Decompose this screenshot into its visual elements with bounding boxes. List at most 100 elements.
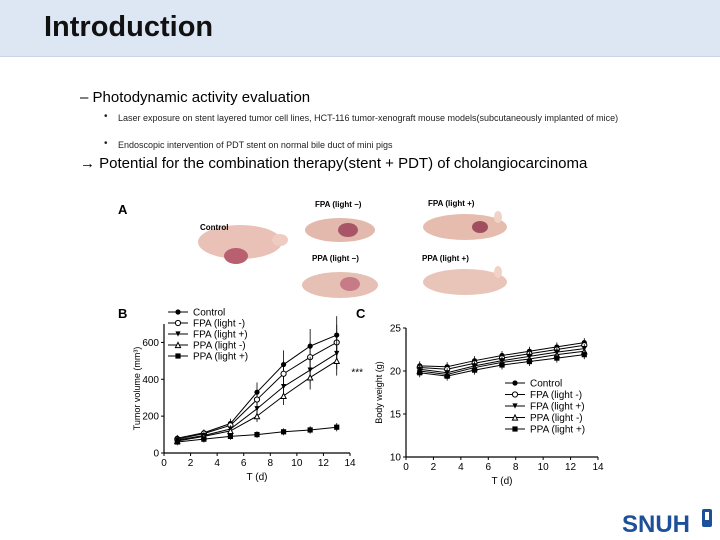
legend-marker bbox=[174, 319, 182, 327]
y-tick-label: 10 bbox=[390, 453, 402, 464]
x-tick-label: 6 bbox=[241, 458, 247, 469]
label-control: Control bbox=[200, 223, 228, 232]
x-tick-label: 10 bbox=[291, 458, 303, 469]
data-point bbox=[554, 355, 560, 361]
legend-marker bbox=[174, 341, 182, 349]
panel-b-letter: B bbox=[118, 306, 127, 321]
y-axis-label: Tumor volume (mm³) bbox=[132, 347, 142, 431]
significance-annotation: *** bbox=[351, 368, 363, 379]
data-point bbox=[334, 424, 340, 430]
data-point bbox=[254, 431, 260, 438]
legend-marker bbox=[175, 353, 181, 359]
tumor-volume-chart: 0 2 4 6 8 10 12 14 0 200 400 600 T (d) Tumor volume (… bbox=[132, 308, 363, 484]
label-fpa-light-minus: FPA (light −) bbox=[315, 200, 362, 209]
y-tick-label: 25 bbox=[390, 324, 402, 335]
x-tick-label: 0 bbox=[403, 462, 409, 473]
x-axis-label: T (d) bbox=[247, 472, 268, 483]
x-tick-label: 4 bbox=[458, 462, 464, 473]
legend-marker bbox=[175, 309, 181, 315]
data-point bbox=[174, 439, 180, 445]
data-point bbox=[253, 412, 261, 420]
slide-title: Introduction bbox=[44, 11, 214, 43]
label-fpa-light-plus: FPA (light +) bbox=[428, 199, 475, 208]
mouse-fpa-light-plus-image bbox=[423, 211, 507, 240]
data-point bbox=[417, 370, 423, 376]
snuh-logo-text: SNUH bbox=[622, 511, 690, 537]
data-point bbox=[333, 357, 341, 364]
legend-label: FPA (light -) bbox=[193, 319, 245, 330]
y-tick-label: 0 bbox=[153, 449, 159, 460]
x-tick-label: 0 bbox=[161, 458, 167, 469]
subbullet-endoscopic: • Endoscopic intervention of PDT stent o… bbox=[104, 138, 678, 151]
x-tick-label: 4 bbox=[214, 458, 220, 469]
legend-label: Control bbox=[193, 308, 225, 319]
legend-label: FPA (light -) bbox=[530, 390, 582, 401]
legend-label: PPA (light +) bbox=[530, 425, 585, 436]
y-tick-label: 600 bbox=[142, 338, 159, 349]
data-point bbox=[254, 406, 260, 412]
legend-label: PPA (light -) bbox=[530, 413, 583, 424]
legend-marker bbox=[175, 331, 181, 337]
data-point bbox=[227, 433, 234, 440]
data-point bbox=[306, 373, 314, 381]
x-tick-label: 12 bbox=[318, 458, 330, 469]
legend-label: FPA (light +) bbox=[530, 402, 585, 413]
data-point bbox=[280, 392, 287, 399]
bullet-dot-icon: • bbox=[104, 111, 108, 122]
data-point bbox=[499, 362, 505, 368]
snuh-logo: SNUH bbox=[622, 509, 712, 537]
x-tick-label: 10 bbox=[538, 462, 550, 473]
data-point bbox=[280, 384, 287, 390]
data-point bbox=[280, 429, 287, 435]
figure: A Control FPA (light −) FPA (light +) PP… bbox=[118, 199, 604, 488]
y-tick-label: 15 bbox=[390, 410, 402, 421]
x-tick-label: 8 bbox=[513, 462, 519, 473]
legend-label: FPA (light +) bbox=[193, 330, 248, 341]
legend-marker bbox=[511, 391, 519, 398]
subbullet-laser-text: Laser exposure on stent layered tumor ce… bbox=[118, 113, 619, 123]
mouse-control-image bbox=[198, 225, 288, 264]
data-point bbox=[526, 358, 533, 365]
x-tick-label: 12 bbox=[565, 462, 577, 473]
mouse-ppa-light-plus-image bbox=[423, 266, 507, 295]
legend-marker bbox=[512, 426, 518, 432]
mouse-fpa-light-minus-image bbox=[305, 218, 375, 242]
data-point bbox=[280, 370, 287, 377]
y-tick-label: 20 bbox=[390, 367, 402, 378]
header-divider bbox=[0, 56, 720, 57]
body-weight-chart: 0 2 4 6 8 10 12 14 10 15 20 25 T (d) Body weight (g) C… bbox=[374, 324, 604, 488]
x-tick-label: 2 bbox=[431, 462, 437, 473]
data-point bbox=[581, 352, 587, 358]
x-tick-label: 8 bbox=[268, 458, 274, 469]
conclusion-text: → Potential for the combination therapy(… bbox=[80, 155, 588, 172]
label-ppa-light-minus: PPA (light −) bbox=[312, 254, 359, 263]
x-tick-label: 14 bbox=[344, 458, 356, 469]
x-tick-label: 14 bbox=[592, 462, 604, 473]
legend-label: Control bbox=[530, 379, 562, 390]
data-point bbox=[444, 373, 450, 379]
data-point bbox=[471, 367, 478, 373]
panel-c-letter: C bbox=[356, 306, 366, 321]
legend-label: PPA (light +) bbox=[193, 352, 248, 363]
y-tick-label: 400 bbox=[142, 375, 159, 386]
x-tick-label: 6 bbox=[486, 462, 492, 473]
bullet-photodynamic: – Photodynamic activity evaluation bbox=[80, 89, 311, 106]
label-ppa-light-plus: PPA (light +) bbox=[422, 254, 469, 263]
data-point bbox=[201, 436, 207, 442]
data-point bbox=[253, 396, 261, 403]
bullet-dot-icon: • bbox=[104, 138, 108, 149]
legend-marker bbox=[512, 403, 518, 409]
x-axis-label: T (d) bbox=[492, 476, 513, 487]
legend-label: PPA (light -) bbox=[193, 341, 246, 352]
x-tick-label: 2 bbox=[188, 458, 194, 469]
y-axis-label: Body weight (g) bbox=[374, 361, 384, 424]
data-point bbox=[307, 427, 313, 433]
legend-marker bbox=[512, 380, 518, 386]
subbullet-laser: • Laser exposure on stent layered tumor … bbox=[104, 111, 678, 124]
mouse-ppa-light-minus-image bbox=[302, 272, 378, 298]
panel-a-letter: A bbox=[118, 202, 128, 217]
legend-marker bbox=[511, 413, 519, 421]
slide-header bbox=[0, 0, 720, 56]
subbullet-endoscopic-text: Endoscopic intervention of PDT stent on … bbox=[118, 140, 393, 150]
y-tick-label: 200 bbox=[142, 412, 159, 423]
